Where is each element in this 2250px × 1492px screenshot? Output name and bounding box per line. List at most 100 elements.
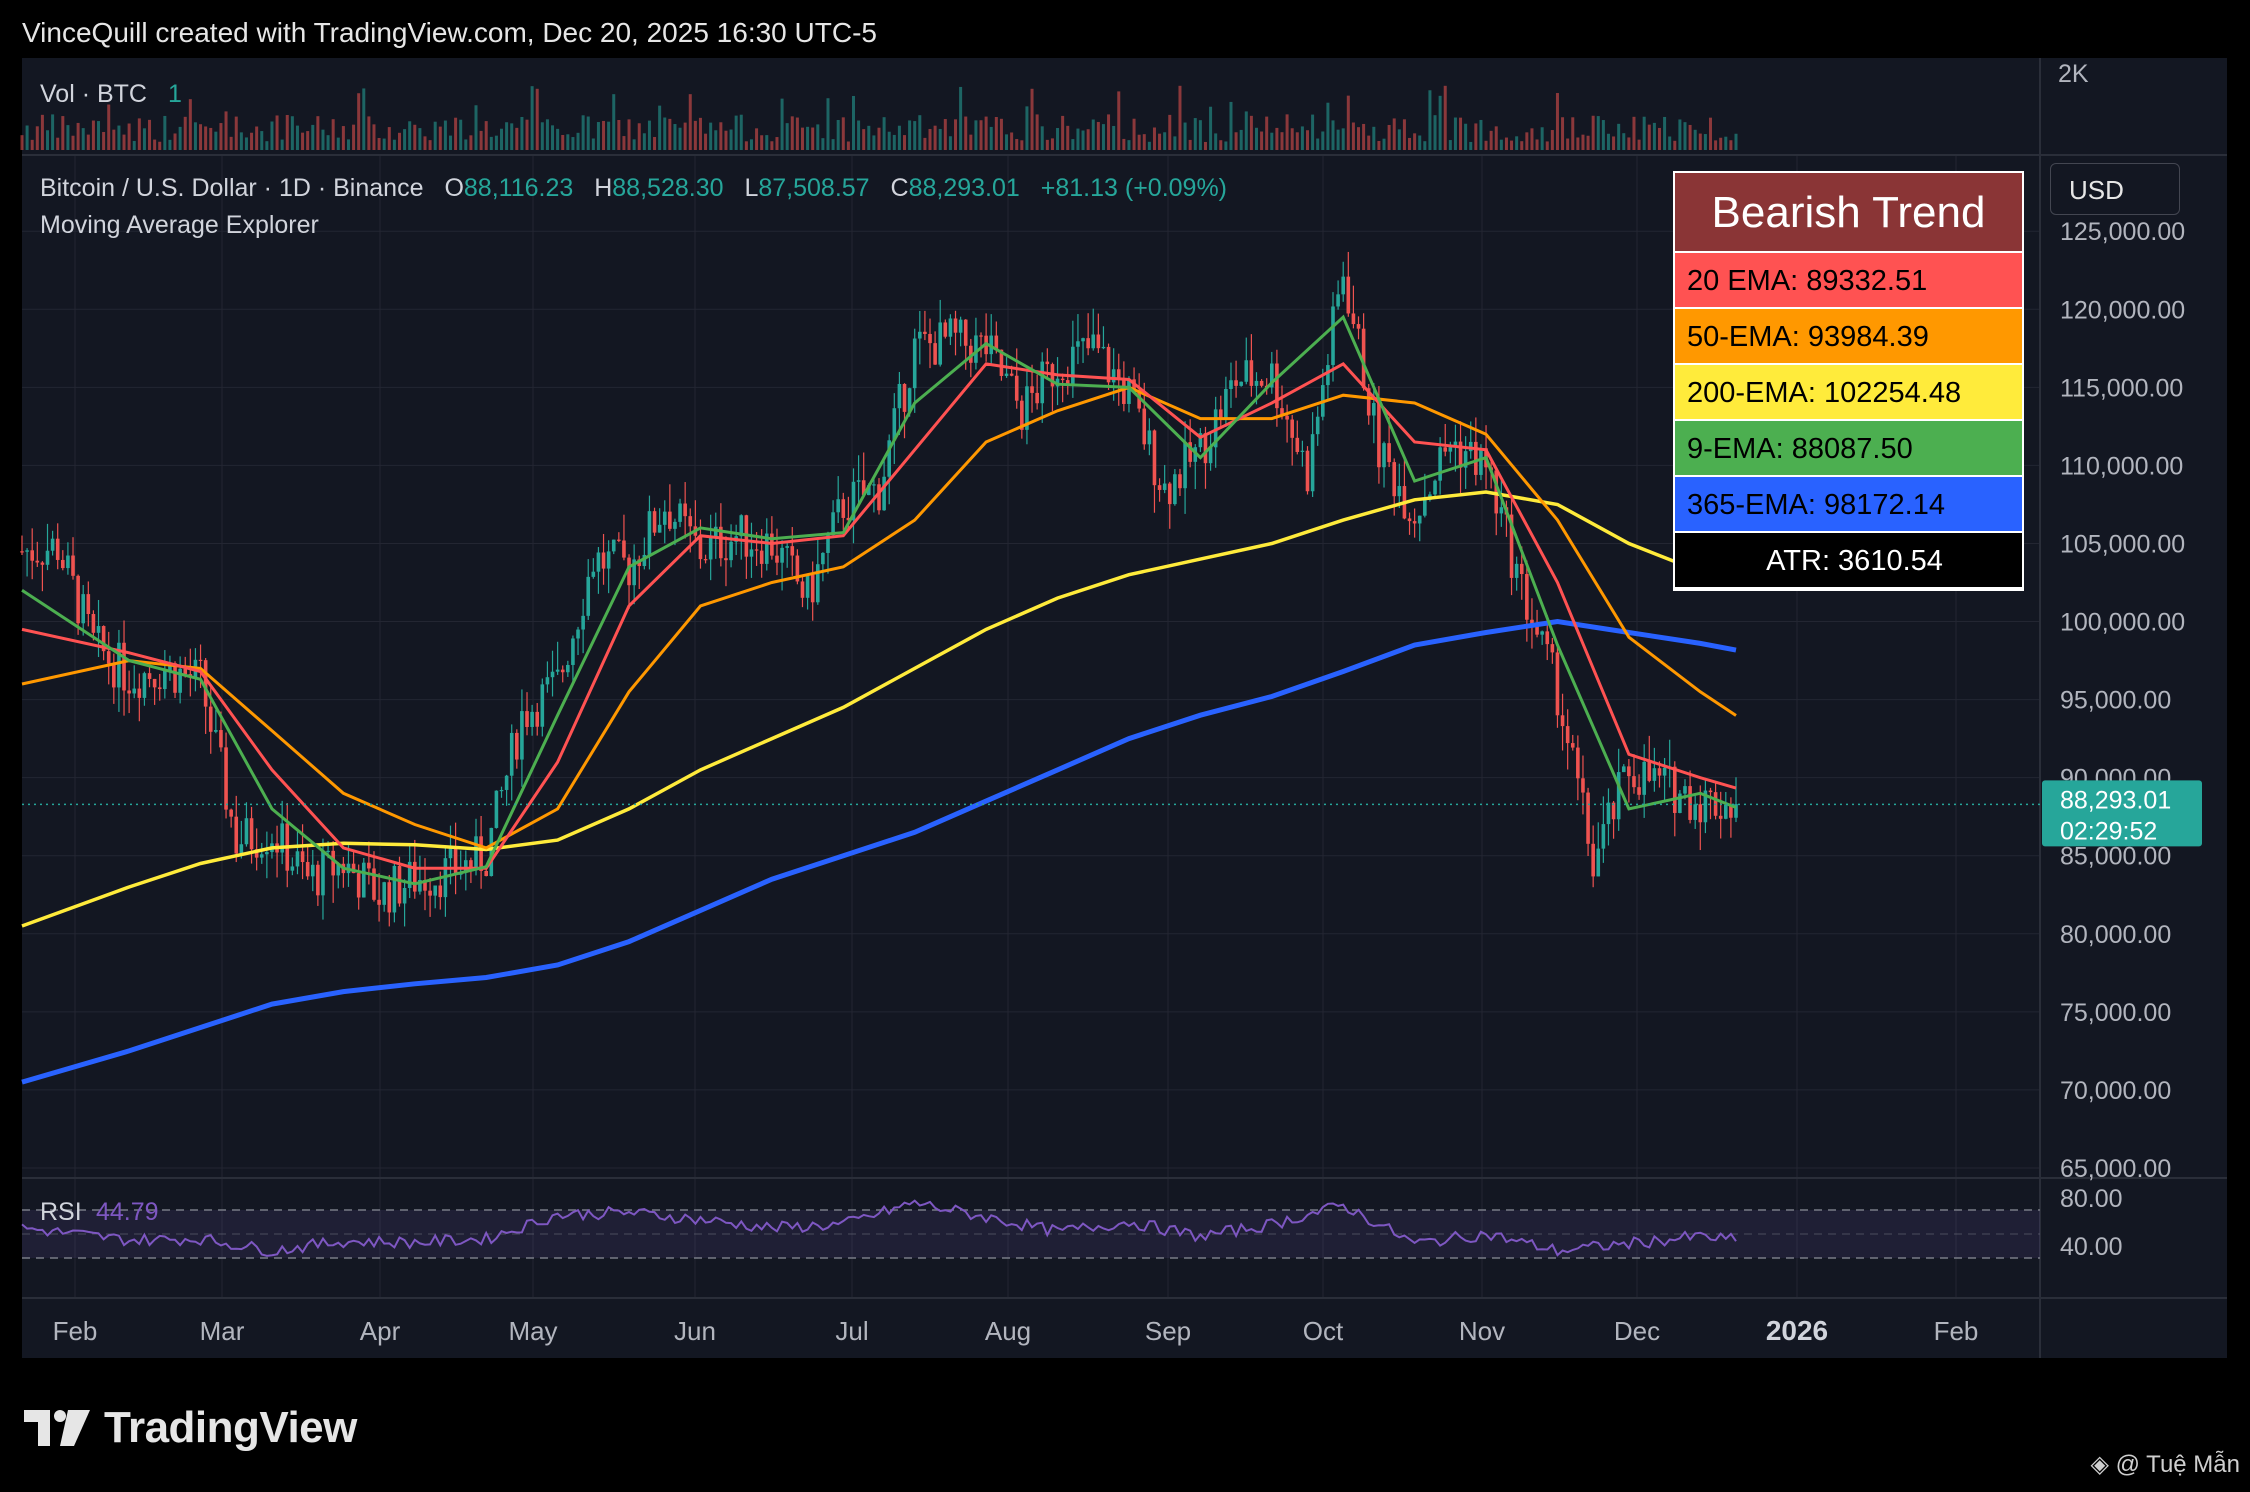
candle-body xyxy=(678,503,682,522)
candle-body xyxy=(259,854,264,858)
candle-body xyxy=(969,345,973,363)
volume-bar xyxy=(1040,126,1044,150)
watermark-text: @ Tuệ Mẫn xyxy=(2115,1451,2240,1478)
candle-body xyxy=(698,535,703,560)
volume-bar xyxy=(1703,134,1707,150)
volume-bar xyxy=(1617,123,1621,150)
volume-bar xyxy=(464,139,468,150)
candle-body xyxy=(122,642,126,691)
candle-body xyxy=(1101,346,1106,349)
volume-bar xyxy=(219,123,223,150)
rsi-line xyxy=(21,1199,1737,1257)
high-label: H xyxy=(594,174,612,202)
candle-body xyxy=(61,559,65,569)
volume-bar xyxy=(1326,102,1330,150)
candle-body xyxy=(571,638,575,665)
candle-body xyxy=(1570,743,1575,748)
candle-body xyxy=(1106,346,1111,383)
volume-bar xyxy=(1504,137,1508,150)
candle-body xyxy=(1412,521,1417,524)
candle-body xyxy=(800,581,805,598)
candle-body xyxy=(71,555,75,576)
candle-body xyxy=(1346,276,1351,314)
volume-bar xyxy=(1525,132,1529,150)
candle-body xyxy=(397,865,402,904)
volume-bar xyxy=(1397,129,1401,150)
trend-rows: 20 EMA: 89332.51 50-EMA: 93984.39 200-EMA:… xyxy=(1675,253,2022,589)
candle-body xyxy=(310,864,315,877)
candle-body xyxy=(1162,483,1167,490)
volume-bar xyxy=(1408,137,1412,150)
volume-bar xyxy=(505,122,509,150)
currency-button[interactable]: USD xyxy=(2050,163,2180,215)
volume-bar xyxy=(1091,119,1095,150)
volume-bar xyxy=(984,116,988,150)
volume-bar xyxy=(1535,139,1539,150)
candle-body xyxy=(785,546,789,548)
watermark-icon: ◈ xyxy=(2090,1451,2109,1478)
volume-bar xyxy=(489,136,493,150)
volume-bar xyxy=(1387,124,1391,150)
volume-bar xyxy=(1188,139,1192,150)
symbol-legend: Bitcoin / U.S. Dollar · 1D · Binance O88… xyxy=(40,174,1227,202)
candle-body xyxy=(76,575,80,624)
volume-bar xyxy=(1561,117,1565,150)
volume-bar xyxy=(1101,124,1105,150)
candle-body xyxy=(632,559,636,586)
candle-body xyxy=(361,862,366,898)
volume-bar xyxy=(1515,136,1519,150)
volume-bar xyxy=(1198,120,1202,150)
candle-body xyxy=(1433,480,1437,495)
candle-body xyxy=(1672,766,1677,813)
volume-bar xyxy=(627,119,631,150)
candle-body xyxy=(999,349,1004,376)
candle-body xyxy=(1392,462,1397,497)
volume-bar xyxy=(61,116,65,150)
volume-bar xyxy=(535,88,539,150)
volume-bar xyxy=(1413,133,1417,150)
price-axis-labels: 125,000.00 120,000.00 115,000.00 110,000.00… xyxy=(2060,218,2185,1183)
candle-body xyxy=(805,574,810,598)
volume-bar xyxy=(1173,136,1177,150)
candle-body xyxy=(1218,409,1223,420)
trend-row: 365-EMA: 98172.14 xyxy=(1675,477,2022,533)
volume-bar xyxy=(954,119,958,150)
candle-body xyxy=(173,663,177,693)
volume-bar xyxy=(581,115,585,150)
time-axis-label: Jun xyxy=(674,1316,716,1346)
candle-body xyxy=(877,484,881,511)
volume-bar xyxy=(418,128,422,150)
candle-body xyxy=(719,526,723,559)
volume-bar xyxy=(617,119,621,150)
candle-body xyxy=(1081,338,1085,342)
candle-body xyxy=(882,476,886,511)
candle-body xyxy=(1372,403,1376,416)
volume-bar xyxy=(1657,127,1661,150)
volume-bar xyxy=(362,88,366,150)
volume-bar xyxy=(938,128,942,150)
candle-body xyxy=(1269,363,1274,388)
candle-body xyxy=(183,668,188,675)
volume-bar xyxy=(1336,129,1340,150)
volume-bar xyxy=(1351,122,1355,150)
tradingview-logo[interactable]: TradingView xyxy=(24,1400,357,1456)
candle-body xyxy=(1591,843,1595,877)
candle-body xyxy=(1326,365,1330,386)
candle-body xyxy=(851,481,856,521)
volume-bar xyxy=(729,129,733,150)
candle-body xyxy=(1397,486,1402,497)
candle-body xyxy=(494,790,499,828)
candle-body xyxy=(412,861,417,892)
candle-body xyxy=(1305,450,1310,492)
high-value: 88,528.30 xyxy=(612,174,723,202)
volume-bar xyxy=(163,115,167,150)
volume-bar xyxy=(1545,141,1549,150)
candle-body xyxy=(739,515,744,537)
volume-bar xyxy=(1306,130,1309,150)
volume-bar xyxy=(290,116,294,150)
rsi-axis-label-40: 40.00 xyxy=(2060,1233,2123,1261)
volume-bar xyxy=(1612,136,1616,150)
candle-body xyxy=(1423,499,1427,516)
indicator-name: Moving Average Explorer xyxy=(40,211,319,239)
volume-bar xyxy=(862,129,866,150)
